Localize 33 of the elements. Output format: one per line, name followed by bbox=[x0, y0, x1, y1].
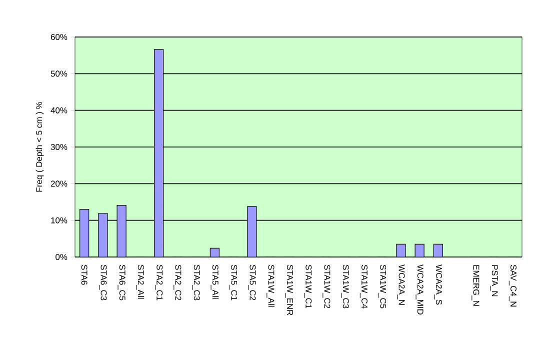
y-tick-label: 50% bbox=[50, 70, 68, 77]
x-tick-label: WCA2A_MID bbox=[416, 264, 424, 314]
x-tick-label: EMERG_N bbox=[472, 265, 480, 306]
y-tick-label: 60% bbox=[50, 34, 68, 40]
x-tick-label: STA2_All bbox=[136, 264, 144, 299]
x-tick-label: STA1W_C1 bbox=[304, 264, 312, 308]
bar bbox=[154, 49, 164, 257]
x-tick-label: STA2_C1 bbox=[155, 264, 163, 300]
x-tick-label: STA1W_C3 bbox=[341, 264, 349, 308]
y-tick-label: 30% bbox=[50, 144, 68, 150]
x-tick-label: STA6 bbox=[81, 264, 88, 285]
x-tick-label: STA5_C2 bbox=[248, 264, 256, 300]
x-tick-label: WCA2A_S bbox=[434, 264, 442, 305]
x-tick-label: STA6_C3 bbox=[99, 264, 107, 300]
x-tick-label: STA2_C3 bbox=[192, 264, 200, 300]
y-tick-label: 10% bbox=[51, 217, 68, 224]
x-tick-label: STA1W_C4 bbox=[360, 264, 368, 308]
x-tick-label: STA1W_All bbox=[266, 264, 274, 307]
y-tick-label: 0% bbox=[56, 254, 68, 260]
x-tick-label: PSTA_N bbox=[490, 265, 498, 296]
x-tick-label: STA1W_C5 bbox=[378, 264, 386, 308]
x-tick-label: SAV_C4_N bbox=[508, 264, 516, 306]
x-tick-label: STA1W_C2 bbox=[322, 264, 330, 308]
x-tick-label: STA5_C1 bbox=[230, 264, 238, 300]
x-tick-label: STA2_C2 bbox=[174, 264, 182, 300]
x-tick-label: STA1W_ENR bbox=[285, 264, 293, 316]
bar bbox=[80, 209, 90, 257]
x-tick-label: WCA2A_N bbox=[397, 264, 405, 305]
y-tick-label: 20% bbox=[50, 180, 68, 187]
y-tick-label: 40% bbox=[50, 107, 68, 114]
x-tick-label: STA5_All bbox=[210, 264, 219, 299]
y-axis-title: Freq ( Depth < 5 cm ) % bbox=[36, 102, 44, 192]
x-tick-label: STA6_C5 bbox=[118, 264, 126, 300]
